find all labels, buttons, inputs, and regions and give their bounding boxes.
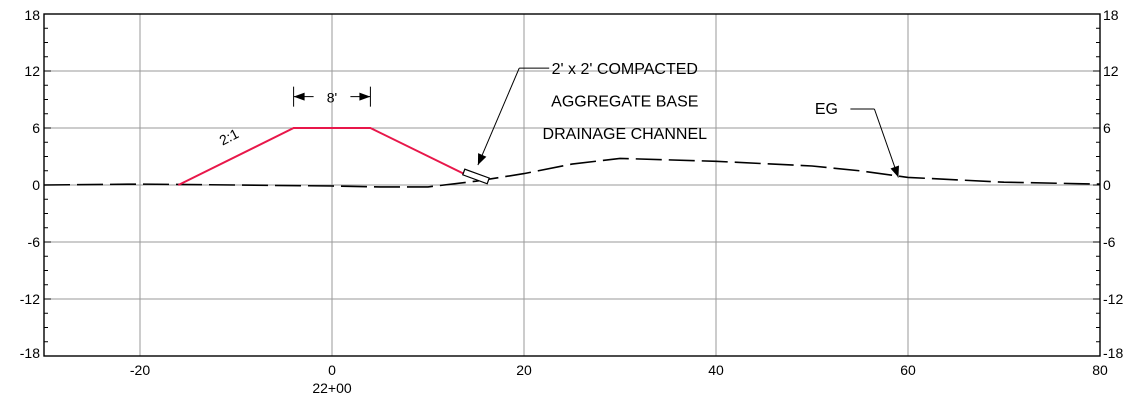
y-tick-label-right: -6 (1103, 234, 1116, 250)
x-tick-label: 60 (900, 362, 916, 378)
y-tick-label-left: -12 (20, 291, 40, 307)
y-tick-label-left: 0 (32, 177, 40, 193)
existing-ground-line (43, 157, 1101, 188)
eg-label: EG (815, 101, 838, 118)
channel-label-3: DRAINAGE CHANNEL (543, 126, 708, 143)
y-tick-label-right: -12 (1103, 291, 1123, 307)
x-tick-label: 80 (1092, 362, 1108, 378)
x-tick-label: 40 (708, 362, 724, 378)
y-tick-label-left: -6 (28, 234, 41, 250)
y-tick-label-right: 0 (1103, 177, 1111, 193)
y-tick-label-left: 6 (32, 120, 40, 136)
y-tick-label-right: 18 (1103, 7, 1119, 23)
x-tick-label: 0 (328, 362, 336, 378)
eg-leader-arrow (890, 165, 900, 178)
design-section-line (177, 127, 472, 186)
x-tick-label: -20 (130, 362, 150, 378)
y-tick-label-right: 6 (1103, 120, 1111, 136)
series (43, 127, 1101, 188)
y-tick-label-left: 12 (24, 63, 40, 79)
y-tick-label-left: 18 (24, 7, 40, 23)
dimension-arrow-right (359, 92, 371, 101)
width-label: 8' (327, 90, 337, 106)
y-tick-label-right: -18 (1103, 345, 1123, 361)
eg-leader-line (873, 108, 899, 178)
station-label: 22+00 (312, 380, 352, 396)
slope-label: 2:1 (217, 125, 242, 148)
y-tick-label-right: 12 (1103, 63, 1119, 79)
tick-labels: -18 -18 -12 -12 -6 -6 0 0 6 6 12 12 18 18 -20 0 20 40 60 80… (20, 7, 1124, 396)
annotations: 2:1 8' 2' x 2' COMPACTED AGGREGATE BASE DRAI… (217, 61, 900, 185)
x-tick-label: 20 (516, 362, 532, 378)
channel-leader-arrow (477, 153, 487, 166)
dimension-arrow-left (293, 92, 305, 101)
channel-label-1: 2' x 2' COMPACTED (552, 61, 698, 78)
channel-leader-line (477, 67, 520, 166)
drainage-channel-symbol (461, 168, 491, 185)
channel-label-2: AGGREGATE BASE (551, 93, 698, 110)
y-tick-label-left: -18 (20, 345, 40, 361)
